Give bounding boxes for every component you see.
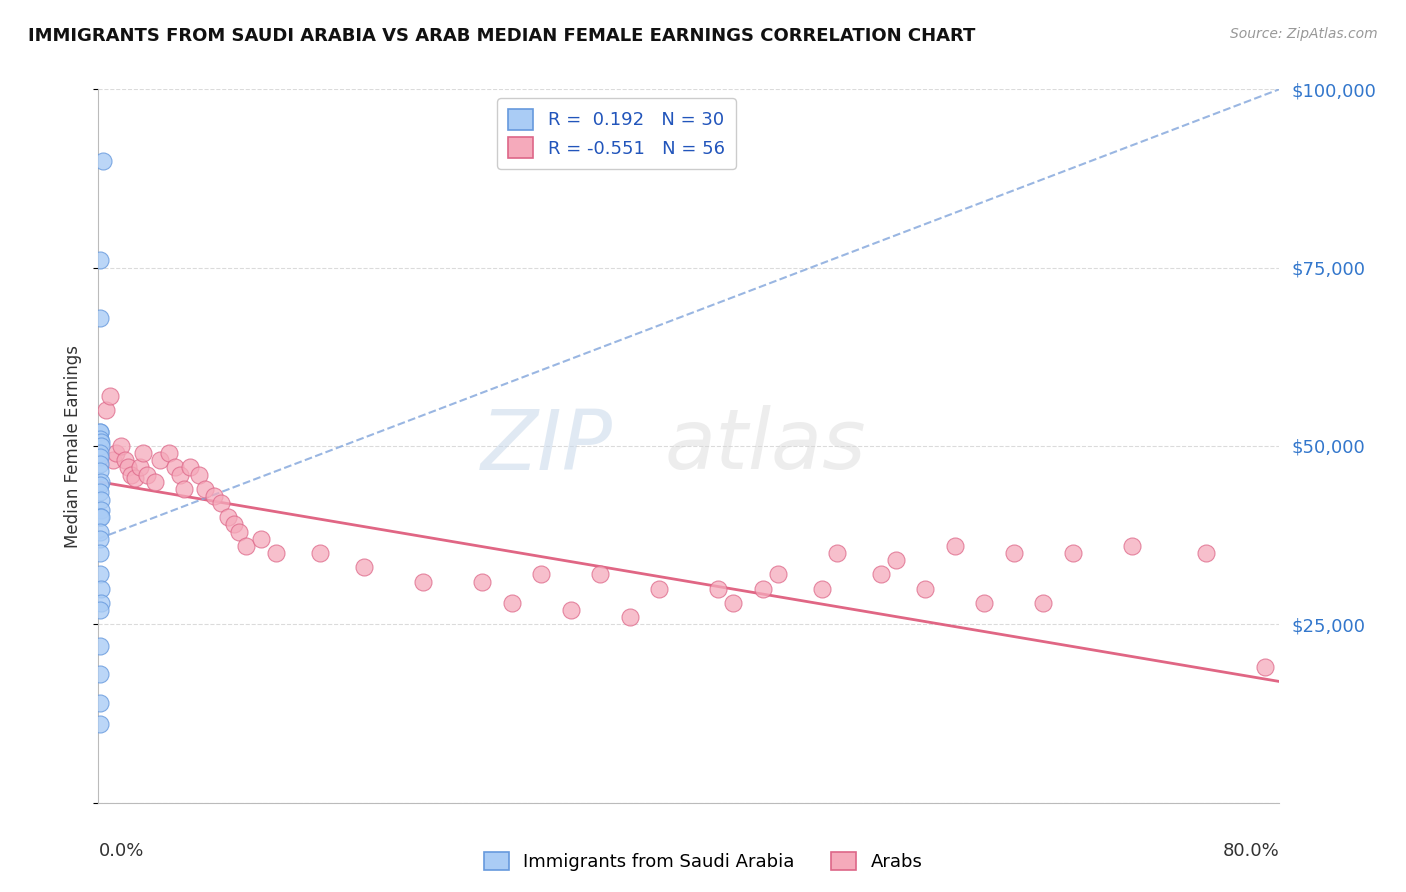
Text: 80.0%: 80.0% [1223,842,1279,860]
Point [884,553,907,567]
Point [264,546,287,560]
Point [471,574,494,589]
Point [173,482,195,496]
Point [143,475,166,489]
Point [165,460,187,475]
Point [169,467,191,482]
Point [1254,660,1277,674]
Point [89,639,111,653]
Point [128,460,150,475]
Point [825,546,848,560]
Point [1121,539,1143,553]
Point [751,582,773,596]
Point [530,567,553,582]
Point [619,610,641,624]
Point [914,582,936,596]
Point [90,439,112,453]
Point [187,467,209,482]
Point [89,432,111,446]
Point [89,567,111,582]
Point [105,446,128,460]
Point [98,389,121,403]
Point [560,603,582,617]
Point [589,567,612,582]
Legend: Immigrants from Saudi Arabia, Arabs: Immigrants from Saudi Arabia, Arabs [477,845,929,879]
Point [89,524,111,539]
Legend: R =  0.192   N = 30, R = -0.551   N = 56: R = 0.192 N = 30, R = -0.551 N = 56 [498,98,735,169]
Point [810,582,832,596]
Point [89,425,111,439]
Point [149,453,172,467]
Point [89,717,111,731]
Point [103,453,125,467]
Text: 0.0%: 0.0% [98,842,143,860]
Point [90,582,112,596]
Point [90,492,112,507]
Point [132,446,155,460]
Point [89,450,111,464]
Point [89,603,111,617]
Point [110,439,132,453]
Point [94,403,117,417]
Point [90,510,112,524]
Point [228,524,250,539]
Point [90,503,112,517]
Point [89,425,111,439]
Point [973,596,995,610]
Point [209,496,232,510]
Point [89,696,111,710]
Point [412,574,434,589]
Point [943,539,966,553]
Point [179,460,201,475]
Point [353,560,375,574]
Point [1032,596,1054,610]
Point [309,546,332,560]
Point [766,567,789,582]
Point [124,471,146,485]
Point [89,485,111,500]
Point [91,153,114,168]
Point [89,253,111,268]
Point [202,489,225,503]
Point [224,517,246,532]
Y-axis label: Median Female Earnings: Median Female Earnings [65,344,83,548]
Point [120,467,142,482]
Point [89,310,111,325]
Point [869,567,891,582]
Point [648,582,671,596]
Point [194,482,217,496]
Point [89,457,111,471]
Point [501,596,523,610]
Point [235,539,257,553]
Point [250,532,273,546]
Point [723,596,745,610]
Text: Source: ZipAtlas.com: Source: ZipAtlas.com [1230,27,1378,41]
Point [90,475,112,489]
Point [89,510,111,524]
Point [89,446,111,460]
Point [89,667,111,681]
Point [89,532,111,546]
Point [90,596,112,610]
Point [90,435,112,450]
Point [89,546,111,560]
Point [1002,546,1025,560]
Point [114,453,136,467]
Point [1062,546,1084,560]
Point [89,478,111,492]
Text: ZIP: ZIP [481,406,613,486]
Point [136,467,159,482]
Text: IMMIGRANTS FROM SAUDI ARABIA VS ARAB MEDIAN FEMALE EARNINGS CORRELATION CHART: IMMIGRANTS FROM SAUDI ARABIA VS ARAB MED… [28,27,976,45]
Point [157,446,180,460]
Point [89,464,111,478]
Point [217,510,239,524]
Text: atlas: atlas [665,406,866,486]
Point [707,582,730,596]
Point [117,460,139,475]
Point [1195,546,1218,560]
